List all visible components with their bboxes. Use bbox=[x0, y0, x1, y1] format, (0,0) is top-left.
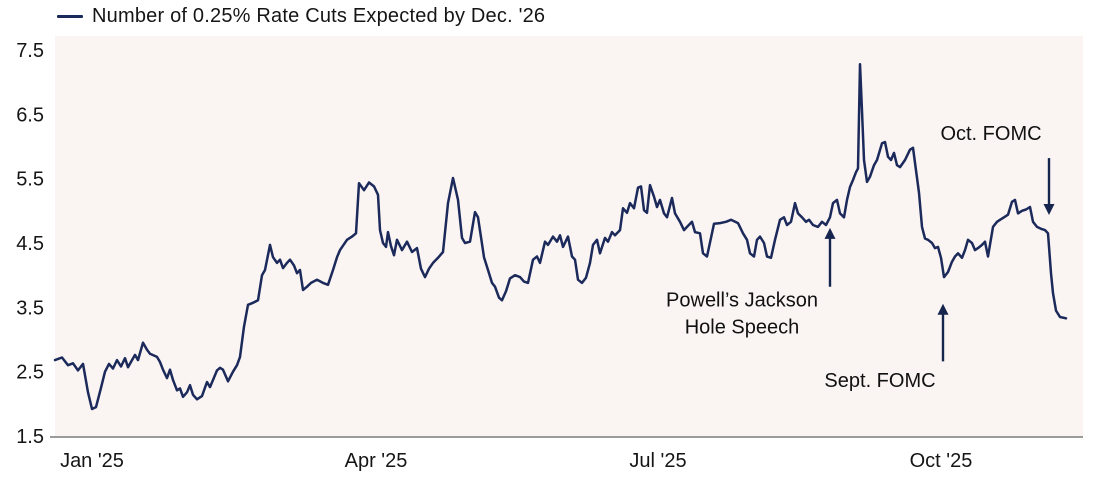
y-tick-label: 2.5 bbox=[16, 362, 44, 384]
annotation-arrowhead-sept-fomc bbox=[937, 303, 949, 315]
x-tick-label: Jul '25 bbox=[629, 450, 686, 472]
y-tick-label: 3.5 bbox=[16, 297, 44, 319]
x-tick-label: Oct '25 bbox=[910, 450, 973, 472]
y-tick-label: 1.5 bbox=[16, 426, 44, 448]
annotation-label-oct-fomc: Oct. FOMC bbox=[940, 123, 1041, 145]
x-tick-label: Jan '25 bbox=[60, 450, 124, 472]
annotation-arrowhead-jackson-hole bbox=[824, 227, 836, 239]
y-tick-label: 4.5 bbox=[16, 233, 44, 255]
annotation-arrowhead-oct-fomc bbox=[1043, 204, 1055, 216]
legend-line-swatch-icon bbox=[57, 15, 83, 18]
series-line bbox=[53, 62, 1068, 411]
x-tick-label: Apr '25 bbox=[345, 450, 408, 472]
annotation-label-sept-fomc: Sept. FOMC bbox=[824, 370, 935, 392]
y-tick-label: 5.5 bbox=[16, 169, 44, 191]
legend: Number of 0.25% Rate Cuts Expected by De… bbox=[57, 5, 545, 28]
y-tick-label: 7.5 bbox=[16, 40, 44, 62]
annotation-label-jackson-hole: Hole Speech bbox=[685, 317, 800, 339]
y-tick-label: 6.5 bbox=[16, 104, 44, 126]
annotation-label-jackson-hole: Powell’s Jackson bbox=[666, 290, 818, 312]
legend-label: Number of 0.25% Rate Cuts Expected by De… bbox=[92, 5, 546, 27]
